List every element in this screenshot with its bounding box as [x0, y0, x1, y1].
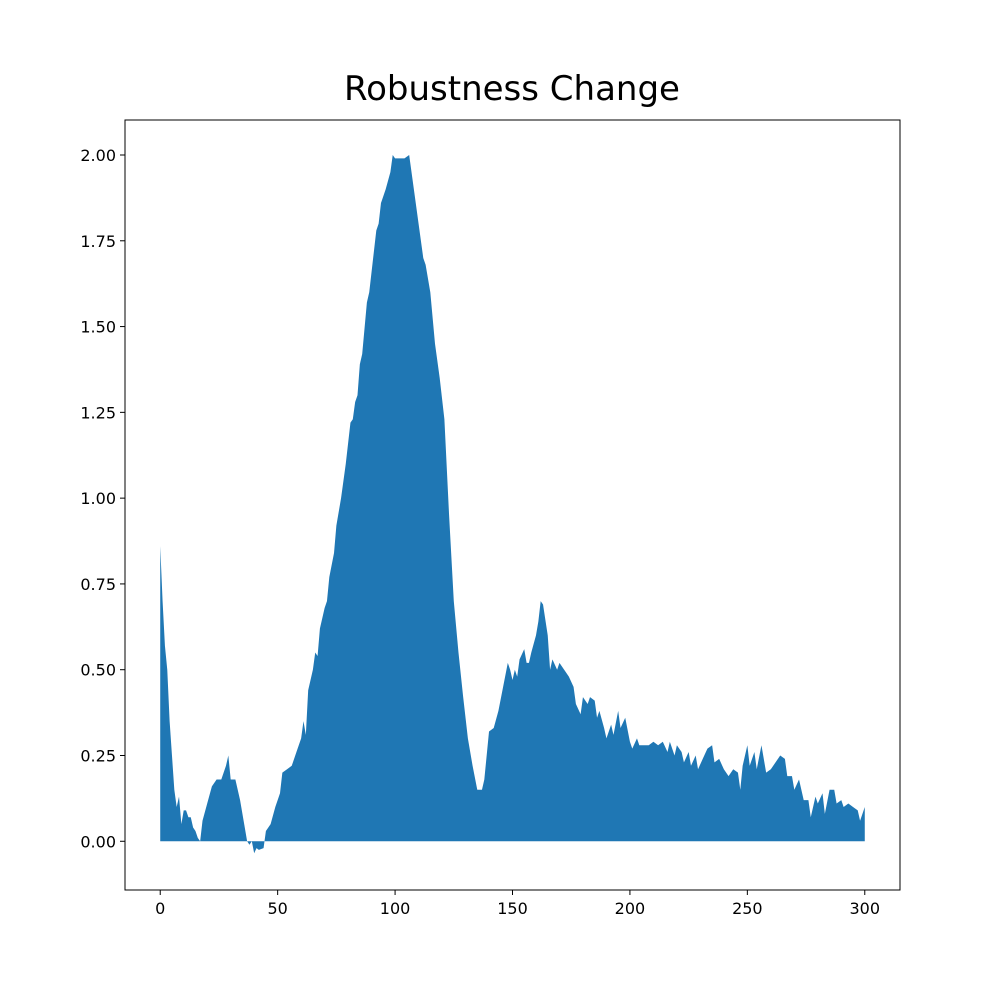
y-tick-label: 1.25: [80, 403, 116, 422]
x-tick-label: 250: [732, 899, 763, 918]
area: [160, 155, 865, 854]
x-tick-label: 150: [497, 899, 528, 918]
y-tick-label: 0.75: [80, 575, 116, 594]
y-tick-label: 1.75: [80, 232, 116, 251]
y-tick-label: 0.25: [80, 746, 116, 765]
y-tick-label: 1.50: [80, 318, 116, 337]
x-tick-label: 200: [615, 899, 646, 918]
y-tick-label: 0.00: [80, 832, 116, 851]
x-tick-label: 300: [849, 899, 880, 918]
y-tick-label: 1.00: [80, 489, 116, 508]
y-tick-label: 2.00: [80, 146, 116, 165]
x-tick-label: 50: [267, 899, 287, 918]
x-tick-label: 0: [155, 899, 165, 918]
x-tick-label: 100: [380, 899, 411, 918]
chart-title: Robustness Change: [344, 69, 680, 109]
y-tick-label: 0.50: [80, 661, 116, 680]
